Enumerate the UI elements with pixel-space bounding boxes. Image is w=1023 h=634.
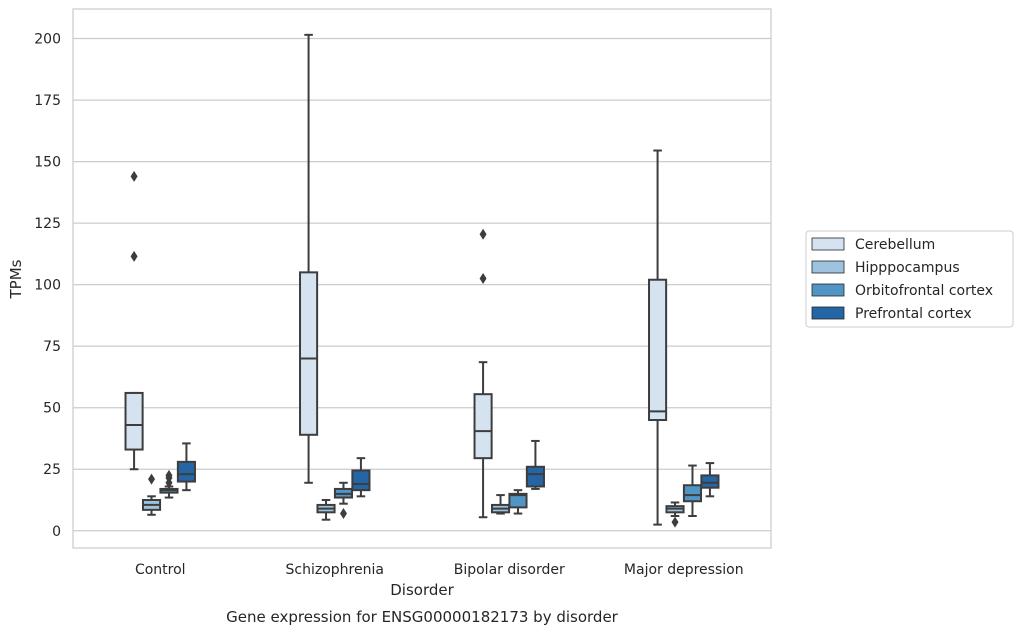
outlier-point (130, 170, 138, 182)
box-orbitofrontal-cortex (333, 481, 354, 520)
y-tick-label: 125 (34, 216, 61, 232)
y-tick-label: 25 (43, 462, 61, 478)
legend-label: Hipppocampus (855, 260, 960, 276)
box-prefrontal-cortex (700, 462, 720, 498)
outlier-point (339, 508, 347, 520)
outlier-point (479, 228, 487, 240)
outlier-point (479, 273, 487, 284)
outlier-point (671, 516, 679, 528)
legend: Cerebellum Hipppocampus Orbitofrontal cort… (805, 230, 1014, 328)
box-iqr (176, 460, 196, 483)
legend-swatch (811, 283, 845, 297)
y-tick-label: 75 (43, 339, 61, 355)
box-iqr (351, 469, 371, 492)
box-iqr (682, 484, 703, 503)
x-tick-label: Control (135, 562, 186, 578)
box-iqr (473, 393, 493, 460)
x-tick-label: Bipolar disorder (454, 562, 565, 578)
box-cerebellum (299, 33, 319, 484)
box-cerebellum (648, 149, 668, 526)
legend-label: Orbitofrontal cortex (855, 283, 993, 299)
y-tick-label: 150 (34, 155, 61, 171)
box-iqr (124, 391, 144, 451)
box-iqr (648, 278, 668, 422)
box-cerebellum (124, 170, 144, 471)
outlier-point (165, 469, 173, 481)
x-tick-label: Schizophrenia (286, 562, 384, 578)
outlier-point (130, 250, 138, 262)
box-iqr (700, 474, 720, 489)
box-iqr (299, 271, 319, 436)
box-iqr (508, 492, 528, 509)
legend-label: Prefrontal cortex (855, 306, 972, 322)
box-prefrontal-cortex (525, 439, 545, 490)
box-hipppocampus (316, 499, 336, 521)
legend-swatch (811, 260, 845, 274)
legend-label: Cerebellum (855, 237, 935, 253)
box-prefrontal-cortex (351, 457, 371, 498)
y-tick-label: 175 (34, 93, 61, 109)
box-hipppocampus (490, 494, 511, 515)
outlier-point (148, 473, 156, 485)
plot-frame (72, 8, 772, 549)
x-tick-label: Major depression (624, 562, 744, 578)
box-cerebellum (473, 228, 493, 519)
box-iqr (525, 465, 545, 488)
box-plot-marks (124, 33, 720, 528)
x-axis-ticks: Control Schizophrenia Bipolar disorder Majo… (135, 562, 744, 578)
y-tick-label: 50 (43, 401, 61, 417)
box-orbitofrontal-cortex (682, 464, 703, 518)
y-tick-label: 0 (52, 524, 61, 540)
x-axis-title: Disorder (390, 581, 454, 599)
y-tick-label: 200 (34, 32, 61, 48)
box-orbitofrontal-cortex (159, 469, 179, 499)
box-hipppocampus (141, 473, 162, 516)
box-orbitofrontal-cortex (508, 489, 528, 515)
y-tick-label: 100 (34, 278, 61, 294)
y-axis-title: TPMs (7, 259, 25, 299)
y-axis-ticks: 0 25 50 75 100 125 150 175 200 (34, 32, 61, 540)
box-hipppocampus (665, 501, 685, 528)
legend-frame (805, 230, 1014, 328)
legend-swatch (811, 306, 845, 320)
figure-caption: Gene expression for ENSG00000182173 by d… (226, 608, 619, 626)
box-prefrontal-cortex (176, 442, 196, 492)
legend-swatch (811, 237, 845, 251)
